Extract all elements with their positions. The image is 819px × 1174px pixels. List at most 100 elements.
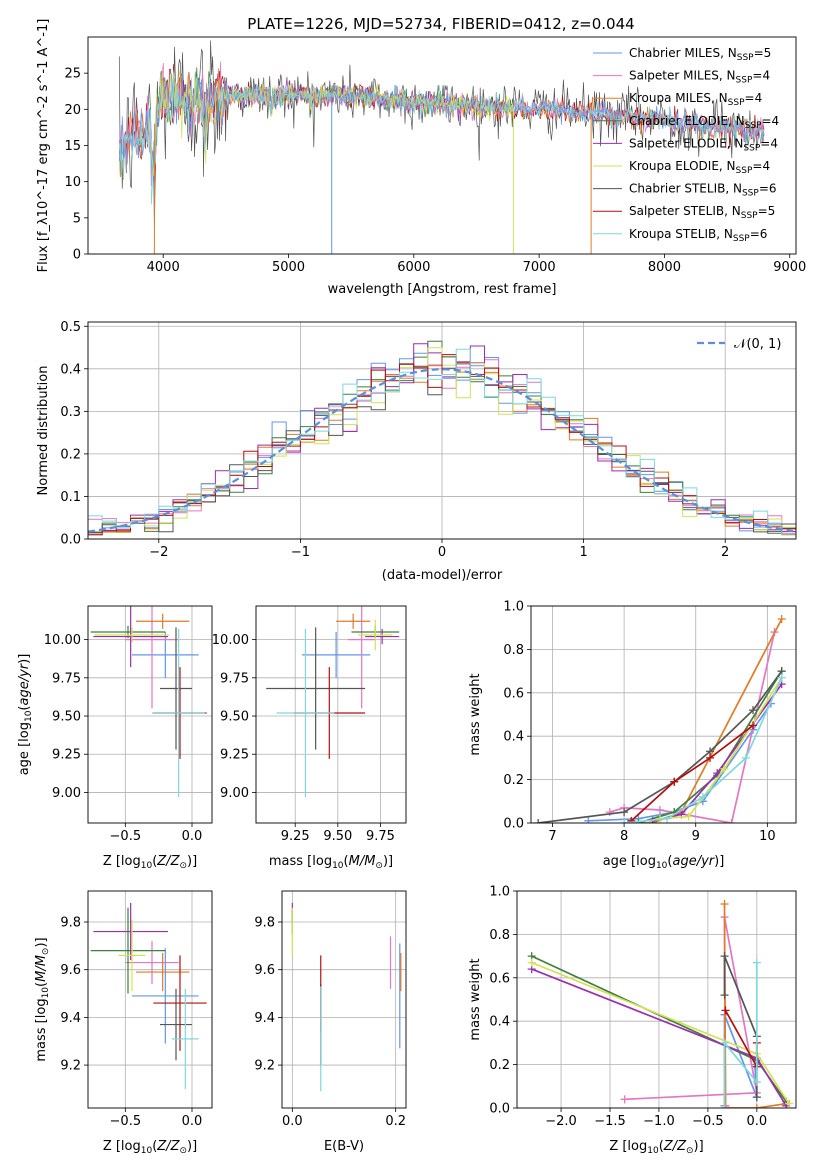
weight-marker (684, 812, 693, 821)
errorbar-point (266, 627, 366, 750)
weight-line (624, 916, 758, 1106)
y-tick-label: 10.00 (212, 633, 249, 648)
errorbar-point (276, 628, 335, 798)
x-tick-label: 8000 (648, 260, 681, 275)
weight-marker (752, 1093, 761, 1102)
weight-series (627, 721, 758, 823)
label-part: )] (34, 937, 49, 947)
y-tick-label: 5 (73, 211, 81, 226)
y-tick-label: 0.8 (503, 643, 524, 658)
x-tick-label: −2 (149, 545, 168, 560)
legend-label-sub: SSP (733, 234, 750, 244)
label-part: ( (659, 1139, 664, 1154)
label-part: Z [log (609, 1139, 647, 1154)
label-part: 10 (141, 1146, 153, 1156)
label-part: age [log (603, 854, 656, 869)
legend-label-sub: SSP (745, 121, 762, 131)
errorbar-point (152, 628, 206, 798)
spectrum-line (118, 76, 765, 205)
y-tick-label: 9.25 (52, 748, 81, 763)
legend-label-suffix: =6 (759, 182, 777, 196)
y-tick-label: 9.8 (60, 916, 81, 931)
label-part: ⊙ (686, 1146, 694, 1156)
x-tick-label: −1 (291, 545, 310, 560)
axes-frame (530, 605, 797, 824)
legend-label-sub: SSP (737, 53, 754, 63)
errorbar-point (172, 988, 199, 1089)
legend-label: Chabrier STELIB, NSSP=6 (629, 182, 777, 199)
residuals-axes: −2 −1 0 1 2 0.0 0.1 0.2 0.3 0.4 0.5 (60, 320, 797, 560)
weight-marker (720, 991, 729, 1000)
legend-label-main: Kroupa MILES, N (629, 91, 728, 105)
y-tick-label: 9.50 (220, 710, 249, 725)
y-tick-label: 0.2 (489, 1058, 510, 1073)
weight-marker (534, 819, 543, 823)
y-tick-label: 9.4 (60, 1011, 81, 1026)
x-tick-label: −2.0 (545, 1114, 577, 1129)
label-part: )] (187, 854, 197, 869)
x-tick-label: 10 (759, 829, 776, 844)
x-tick-label: 0.0 (746, 1114, 767, 1129)
weight-marker (663, 814, 672, 823)
label-part: Z/Z (663, 1139, 687, 1154)
weight-marker (749, 721, 758, 730)
errorbar-point (358, 619, 393, 651)
age-vs-Z-xlabel: Z [log10(Z/Z⊙)] (103, 854, 197, 871)
weight-marker (752, 1104, 761, 1108)
x-tick-label: 9.75 (366, 829, 395, 844)
x-tick-label: −0.5 (110, 829, 142, 844)
mass_vs_EBV-plot-area (291, 902, 402, 1092)
legend-label-main: Kroupa ELODIE, N (629, 159, 736, 173)
weight-marker (749, 706, 758, 715)
mass-vs-Z-xlabel: Z [log10(Z/Z⊙)] (103, 1139, 197, 1156)
x-tick-label: 0.0 (182, 829, 203, 844)
weight-marker (698, 792, 707, 801)
legend-label: Kroupa STELIB, NSSP=6 (629, 227, 767, 244)
y-tick-label: 9.6 (254, 963, 275, 978)
residuals-xlabel: (data-model)/error (382, 568, 503, 583)
weight-marker (721, 1104, 730, 1108)
y-tick-label: 0.5 (60, 320, 81, 335)
label-part: Z [log (103, 1139, 141, 1154)
y-tick-label: 9.25 (220, 748, 249, 763)
y-tick-label: 9.00 (52, 786, 81, 801)
x-tick-label: −1.5 (594, 1114, 626, 1129)
x-tick-label: 6000 (397, 260, 430, 275)
weight-marker (627, 816, 636, 823)
weight_vs_age-axes: 7 8 9 10 0.0 0.2 0.4 0.6 0.8 1.0 (503, 600, 797, 844)
weight_vs_age-plot-area (534, 615, 786, 823)
weight-marker (777, 615, 786, 624)
legend-label-main: Chabrier STELIB, N (629, 182, 742, 196)
errorbar-point (94, 627, 170, 643)
weight-vs-age-ylabel: mass weight (468, 673, 483, 755)
x-tick-label: 0 (438, 545, 446, 560)
legend-label: Salpeter STELIB, NSSP=5 (629, 204, 775, 221)
weight-series (634, 667, 786, 823)
mass-vs-EBV-xlabel: E(B-V) (324, 1139, 364, 1154)
label-part: mass [log (269, 854, 332, 869)
legend-label: 𝒩(0, 1) (734, 337, 781, 352)
mass_vs_Z-plot-area (90, 902, 207, 1089)
y-tick-label: 0.6 (503, 686, 524, 701)
errorbar-point (125, 941, 179, 984)
errorbar-point (136, 613, 190, 629)
gaussian-curve (88, 368, 794, 533)
mass_vs_Z-axes: −0.5 0.0 9.2 9.4 9.6 9.8 (60, 890, 213, 1129)
legend-label-main: Salpeter MILES, N (629, 69, 736, 83)
legend-label: Chabrier ELODIE, NSSP=4 (629, 114, 779, 131)
legend-label-sub: SSP (736, 166, 753, 176)
label-part: ( (34, 982, 49, 987)
weight-series (584, 699, 775, 823)
weight-marker (720, 1038, 729, 1047)
y-tick-label: 0.6 (489, 971, 510, 986)
label-part: )] (714, 854, 724, 869)
errorbar-point (93, 606, 168, 668)
weight_vs_Z-plot-area (527, 900, 794, 1108)
x-tick-label: 1 (579, 545, 587, 560)
x-tick-label: 4000 (147, 260, 180, 275)
age_vs_mass-plot-area (266, 606, 400, 798)
legend-label: Chabrier MILES, NSSP=5 (629, 46, 771, 63)
age_vs_Z-axes: −0.5 0.0 9.00 9.25 9.50 9.75 10.00 (44, 605, 213, 844)
